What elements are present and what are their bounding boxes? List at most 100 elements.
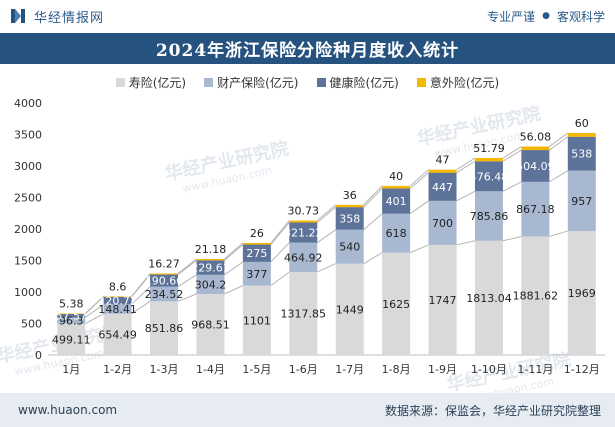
bar-segment — [474, 240, 503, 355]
bar-segment — [289, 220, 318, 223]
slogan-left: 专业严谨 — [487, 9, 536, 24]
data-label: 1625 — [382, 298, 410, 311]
slogan: 专业严谨 ● 客观科学 — [487, 8, 605, 25]
series-connector-line — [224, 285, 244, 295]
y-tick-label: 500 — [21, 318, 42, 331]
footer: www.huaon.com 数据来源：保监会，华经产业研究院整理 — [0, 393, 615, 427]
series-connector-line — [317, 263, 336, 273]
slogan-separator: ● — [542, 11, 550, 21]
bar-segment — [57, 323, 86, 355]
data-label: 499.11 — [52, 333, 91, 346]
series-connector-line — [363, 213, 383, 231]
bar-segment — [521, 150, 550, 182]
x-tick-label: 1-11月 — [517, 363, 553, 376]
bar-segment — [567, 230, 596, 355]
data-label: 1969 — [568, 287, 596, 300]
series-connector-line — [502, 181, 522, 192]
series-connector-line — [224, 244, 244, 261]
series-connector-line — [316, 204, 337, 221]
bar-segment — [196, 260, 225, 275]
data-label: 8.6 — [109, 280, 127, 293]
series-connector-line — [316, 206, 337, 223]
series-connector-line — [270, 220, 290, 244]
x-tick-label: 1月 — [62, 363, 80, 376]
bar-segment — [382, 185, 411, 189]
footer-website: www.huaon.com — [18, 403, 118, 417]
bar-segment — [57, 313, 86, 318]
data-label: 618 — [386, 227, 407, 240]
stacked-bar-chart: 华经产业研究院www.huaon.com华经产业研究院www.huaon.com… — [0, 97, 605, 393]
bar-segment — [150, 301, 179, 355]
bar-segment — [289, 222, 318, 243]
brand-name: 华经情报网 — [34, 10, 105, 26]
series-connector-line — [84, 295, 104, 314]
series-connector-line — [317, 229, 336, 244]
data-label: 1317.85 — [281, 307, 327, 320]
bar-segment — [382, 213, 411, 253]
legend-label: 意外险(亿元) — [429, 76, 500, 90]
x-tick-label: 1-8月 — [382, 363, 411, 376]
data-label: 190.66 — [145, 275, 184, 288]
series-connector-line — [224, 242, 244, 260]
bar-segment — [242, 244, 271, 262]
bar-segment — [382, 252, 411, 355]
data-label: 504.09 — [516, 160, 555, 173]
legend: 寿险(亿元) 财产保险(亿元) 健康险(亿元) 意外险(亿元) — [0, 74, 615, 91]
data-label: 234.52 — [145, 288, 184, 301]
series-connector-line — [177, 259, 197, 275]
data-label: 464.92 — [284, 251, 323, 264]
brand: 华经情报网 — [10, 7, 104, 26]
series-connector-line — [131, 286, 151, 305]
data-label: 447 — [432, 181, 453, 194]
series-connector-line — [84, 304, 104, 318]
data-label: 1101 — [243, 314, 271, 327]
series-connector-line — [270, 242, 290, 263]
data-label: 275 — [246, 247, 267, 260]
bar-segment — [474, 157, 503, 162]
bar-segment — [289, 242, 318, 272]
series-connector-line — [131, 300, 151, 315]
series-connector-line — [363, 188, 383, 208]
data-label: 785.86 — [470, 210, 509, 223]
data-label: 21.18 — [195, 243, 227, 256]
series-connector-line — [549, 230, 568, 237]
data-label: 1813.04 — [466, 292, 512, 305]
bar-segment — [521, 236, 550, 355]
data-label: 120.72 — [98, 295, 137, 308]
y-tick-label: 2000 — [14, 223, 42, 236]
series-connector-line — [549, 136, 569, 151]
data-label: 968.51 — [191, 318, 230, 331]
legend-swatch — [204, 78, 214, 87]
bar-segment — [150, 274, 179, 287]
bar-segment — [335, 263, 364, 355]
bar-segment — [335, 229, 364, 264]
y-tick-label: 3500 — [14, 129, 42, 142]
data-label: 377 — [246, 268, 267, 281]
data-label: 321.22 — [284, 227, 323, 240]
bar-segment — [335, 204, 364, 208]
data-label: 96.3 — [59, 315, 84, 328]
bar-segment — [428, 200, 457, 245]
data-label: 60 — [575, 117, 589, 130]
bar-segment — [428, 172, 457, 201]
data-label: 36 — [343, 189, 357, 202]
data-label: 358 — [339, 212, 360, 225]
bar-segment — [567, 170, 596, 231]
x-tick-label: 1-2月 — [103, 363, 132, 376]
legend-swatch — [416, 78, 426, 87]
legend-label: 寿险(亿元) — [128, 76, 187, 90]
slogan-right: 客观科学 — [556, 9, 605, 24]
data-label: 1747 — [429, 294, 457, 307]
data-label: 867.18 — [516, 203, 555, 216]
footer-source: 数据来源：保监会，华经产业研究院整理 — [384, 403, 601, 418]
y-tick-label: 4000 — [14, 97, 42, 110]
series-connector-line — [549, 170, 569, 183]
x-tick-label: 1-10月 — [471, 363, 507, 376]
series-connector-line — [456, 190, 476, 202]
series-connector-line — [270, 222, 290, 245]
data-label: 700 — [432, 217, 453, 230]
data-label: 401 — [386, 195, 407, 208]
bar-segment — [196, 259, 225, 261]
data-label: 1449 — [336, 303, 364, 316]
y-tick-label: 1500 — [14, 255, 42, 268]
